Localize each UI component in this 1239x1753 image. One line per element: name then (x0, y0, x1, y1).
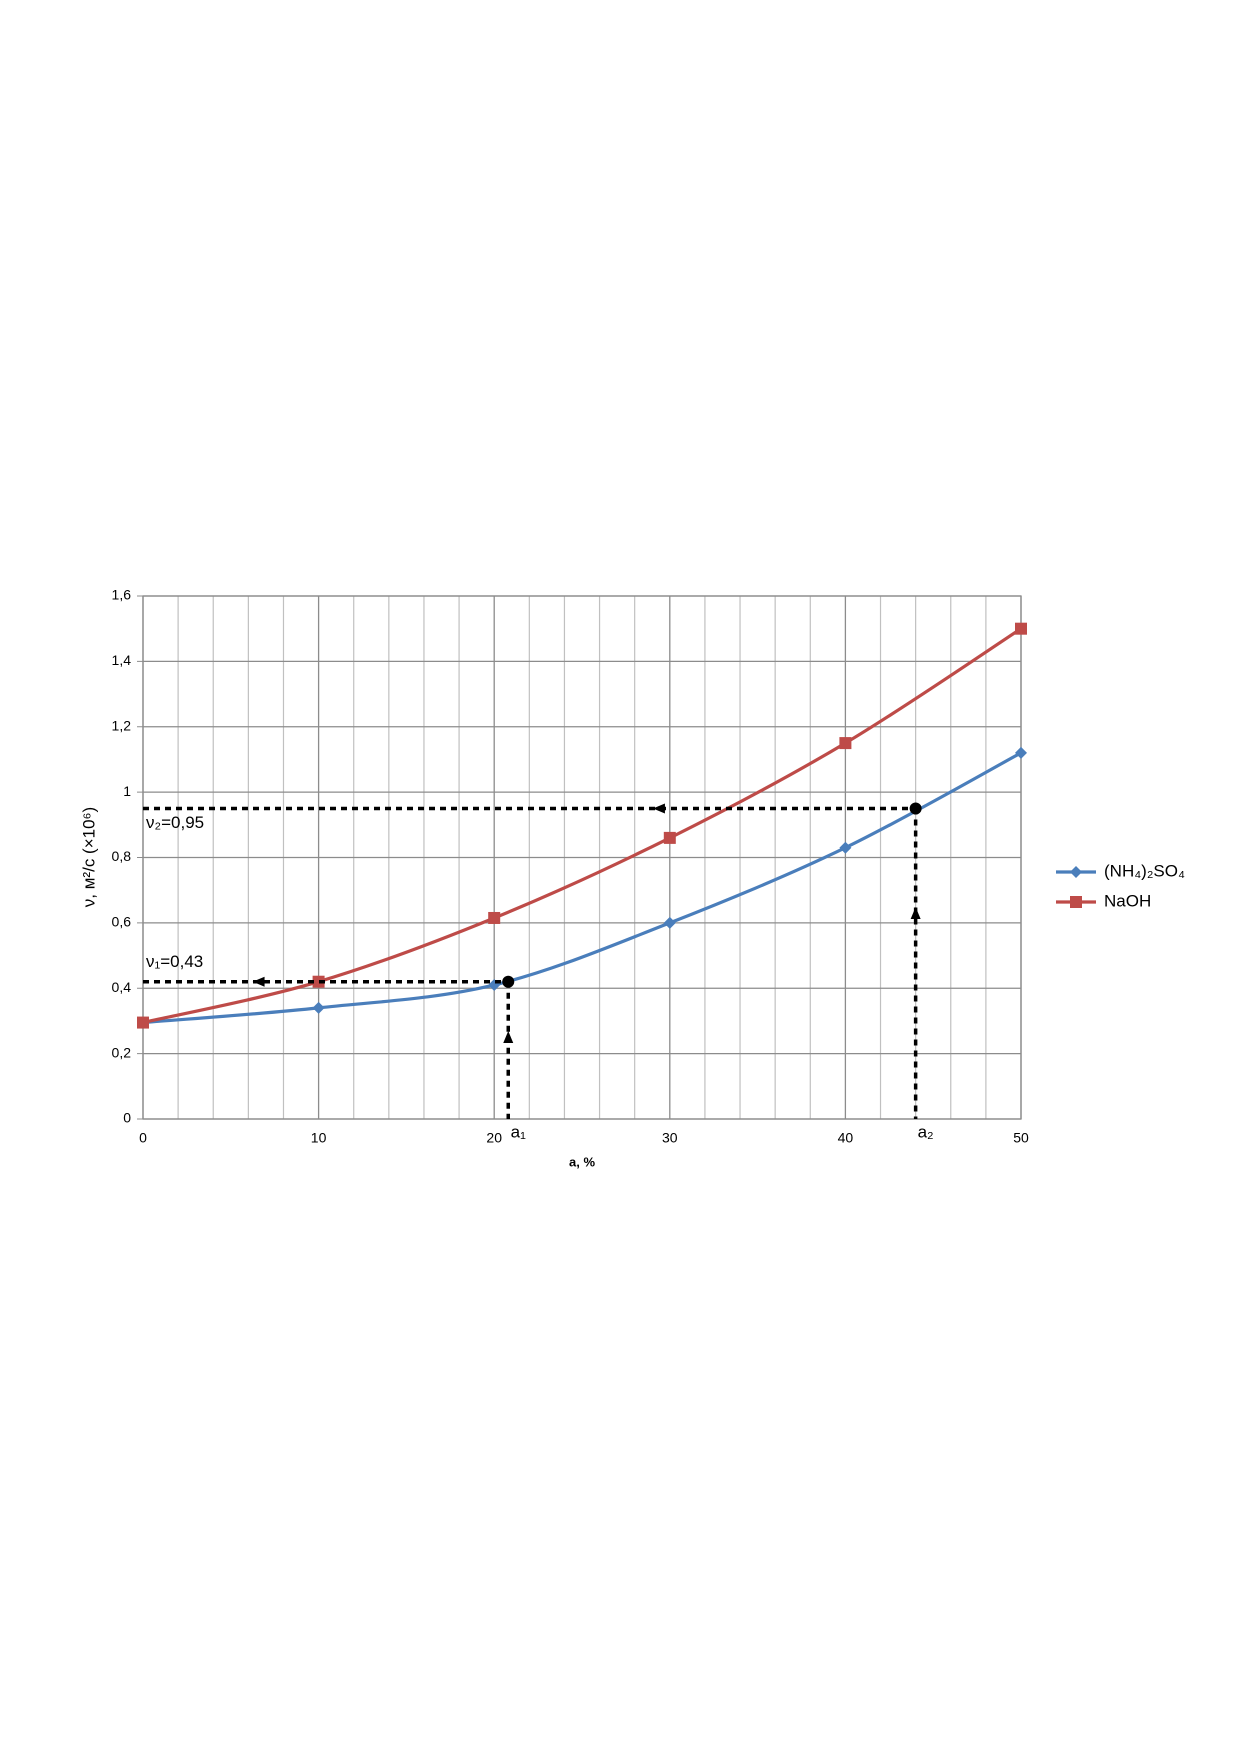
annotation-point (909, 802, 922, 815)
x-tick-label: 30 (662, 1130, 678, 1146)
arrowhead (503, 1031, 514, 1043)
x-tick-label: 50 (1013, 1130, 1029, 1146)
legend-label: NaOH (1104, 891, 1151, 910)
marker (488, 911, 501, 924)
marker (839, 737, 852, 750)
annotation-label: a₂ (918, 1122, 934, 1141)
x-tick-label: 0 (139, 1130, 147, 1146)
marker (312, 1001, 325, 1014)
y-tick-label: 1,2 (112, 717, 132, 733)
legend-marker (1070, 896, 1082, 908)
marker (1015, 622, 1027, 635)
y-tick-label: 1,4 (112, 652, 132, 668)
marker (663, 831, 676, 844)
x-axis-label: a, % (569, 1154, 595, 1169)
arrowhead (910, 907, 921, 919)
marker (312, 975, 325, 988)
y-tick-label: 0 (123, 1110, 131, 1126)
y-tick-label: 0,6 (112, 914, 132, 930)
y-tick-label: 0,4 (112, 979, 132, 995)
annotation-label: ν₁=0,43 (146, 952, 203, 971)
marker (137, 1016, 149, 1029)
x-tick-label: 20 (486, 1130, 502, 1146)
plot-border (142, 595, 1022, 1120)
y-tick-label: 0,8 (112, 848, 132, 864)
x-tick-label: 10 (311, 1130, 327, 1146)
series-line (142, 627, 1022, 1025)
y-tick-label: 0,2 (112, 1044, 132, 1060)
y-tick-label: 1 (123, 783, 131, 799)
x-tick-label: 40 (838, 1130, 854, 1146)
annotation-point (502, 975, 515, 988)
arrowhead (252, 976, 265, 987)
y-tick-label: 1,6 (112, 587, 132, 603)
arrowhead (652, 803, 665, 814)
annotation-label: a₁ (511, 1122, 526, 1141)
marker (839, 841, 852, 854)
legend-marker (1070, 866, 1082, 878)
marker (663, 916, 676, 929)
series-line (142, 751, 1022, 1025)
marker (1015, 746, 1027, 759)
y-axis-label: ν, м²/с (×10⁶) (79, 807, 98, 907)
legend-label: (NH₄)₂SO₄ (1104, 861, 1185, 880)
annotation-label: ν₂=0,95 (146, 813, 204, 832)
